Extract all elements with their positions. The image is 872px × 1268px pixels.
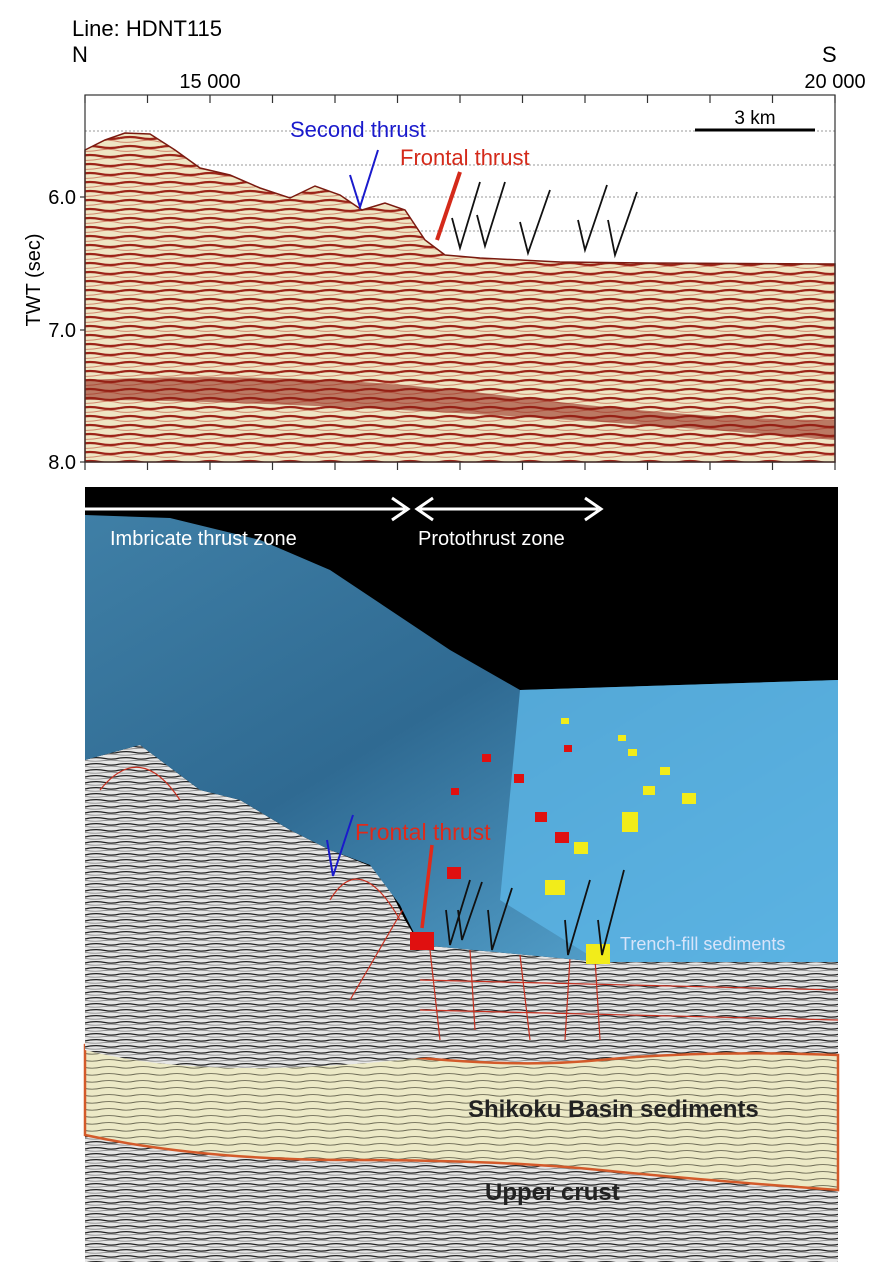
trench-floor bbox=[500, 680, 838, 962]
x-tick-label: 15 000 bbox=[179, 71, 240, 93]
zone-label: Imbricate thrust zone bbox=[110, 528, 297, 550]
trench-fill-label: Trench-fill sediments bbox=[620, 934, 785, 954]
south-label: S bbox=[822, 42, 837, 67]
zone-label: Protothrust zone bbox=[418, 528, 565, 550]
y-tick-label: 8.0 bbox=[48, 452, 76, 474]
scale-bar-label: 3 km bbox=[734, 108, 775, 129]
top-panel: Line: HDNT115 N S 15 000 20 000 TWT (sec… bbox=[23, 16, 866, 474]
y-tick-label: 6.0 bbox=[48, 187, 76, 209]
basin-sediments-label: Shikoku Basin sediments bbox=[468, 1096, 759, 1123]
bottom-panel: Imbricate thrust zone Protothrust zone F… bbox=[85, 487, 838, 1262]
north-label: N bbox=[72, 42, 88, 67]
figure: Line: HDNT115 N S 15 000 20 000 TWT (sec… bbox=[0, 0, 872, 1268]
y-tick-label: 7.0 bbox=[48, 320, 76, 342]
y-axis-label: TWT (sec) bbox=[23, 234, 45, 327]
frontal-thrust-label: Frontal thrust bbox=[355, 819, 491, 845]
line-title: Line: HDNT115 bbox=[72, 16, 222, 41]
upper-crust-label: Upper crust bbox=[485, 1179, 620, 1206]
second-thrust-label: Second thrust bbox=[290, 117, 426, 142]
frontal-thrust-label: Frontal thrust bbox=[400, 145, 530, 170]
x-tick-label: 20 000 bbox=[804, 71, 865, 93]
